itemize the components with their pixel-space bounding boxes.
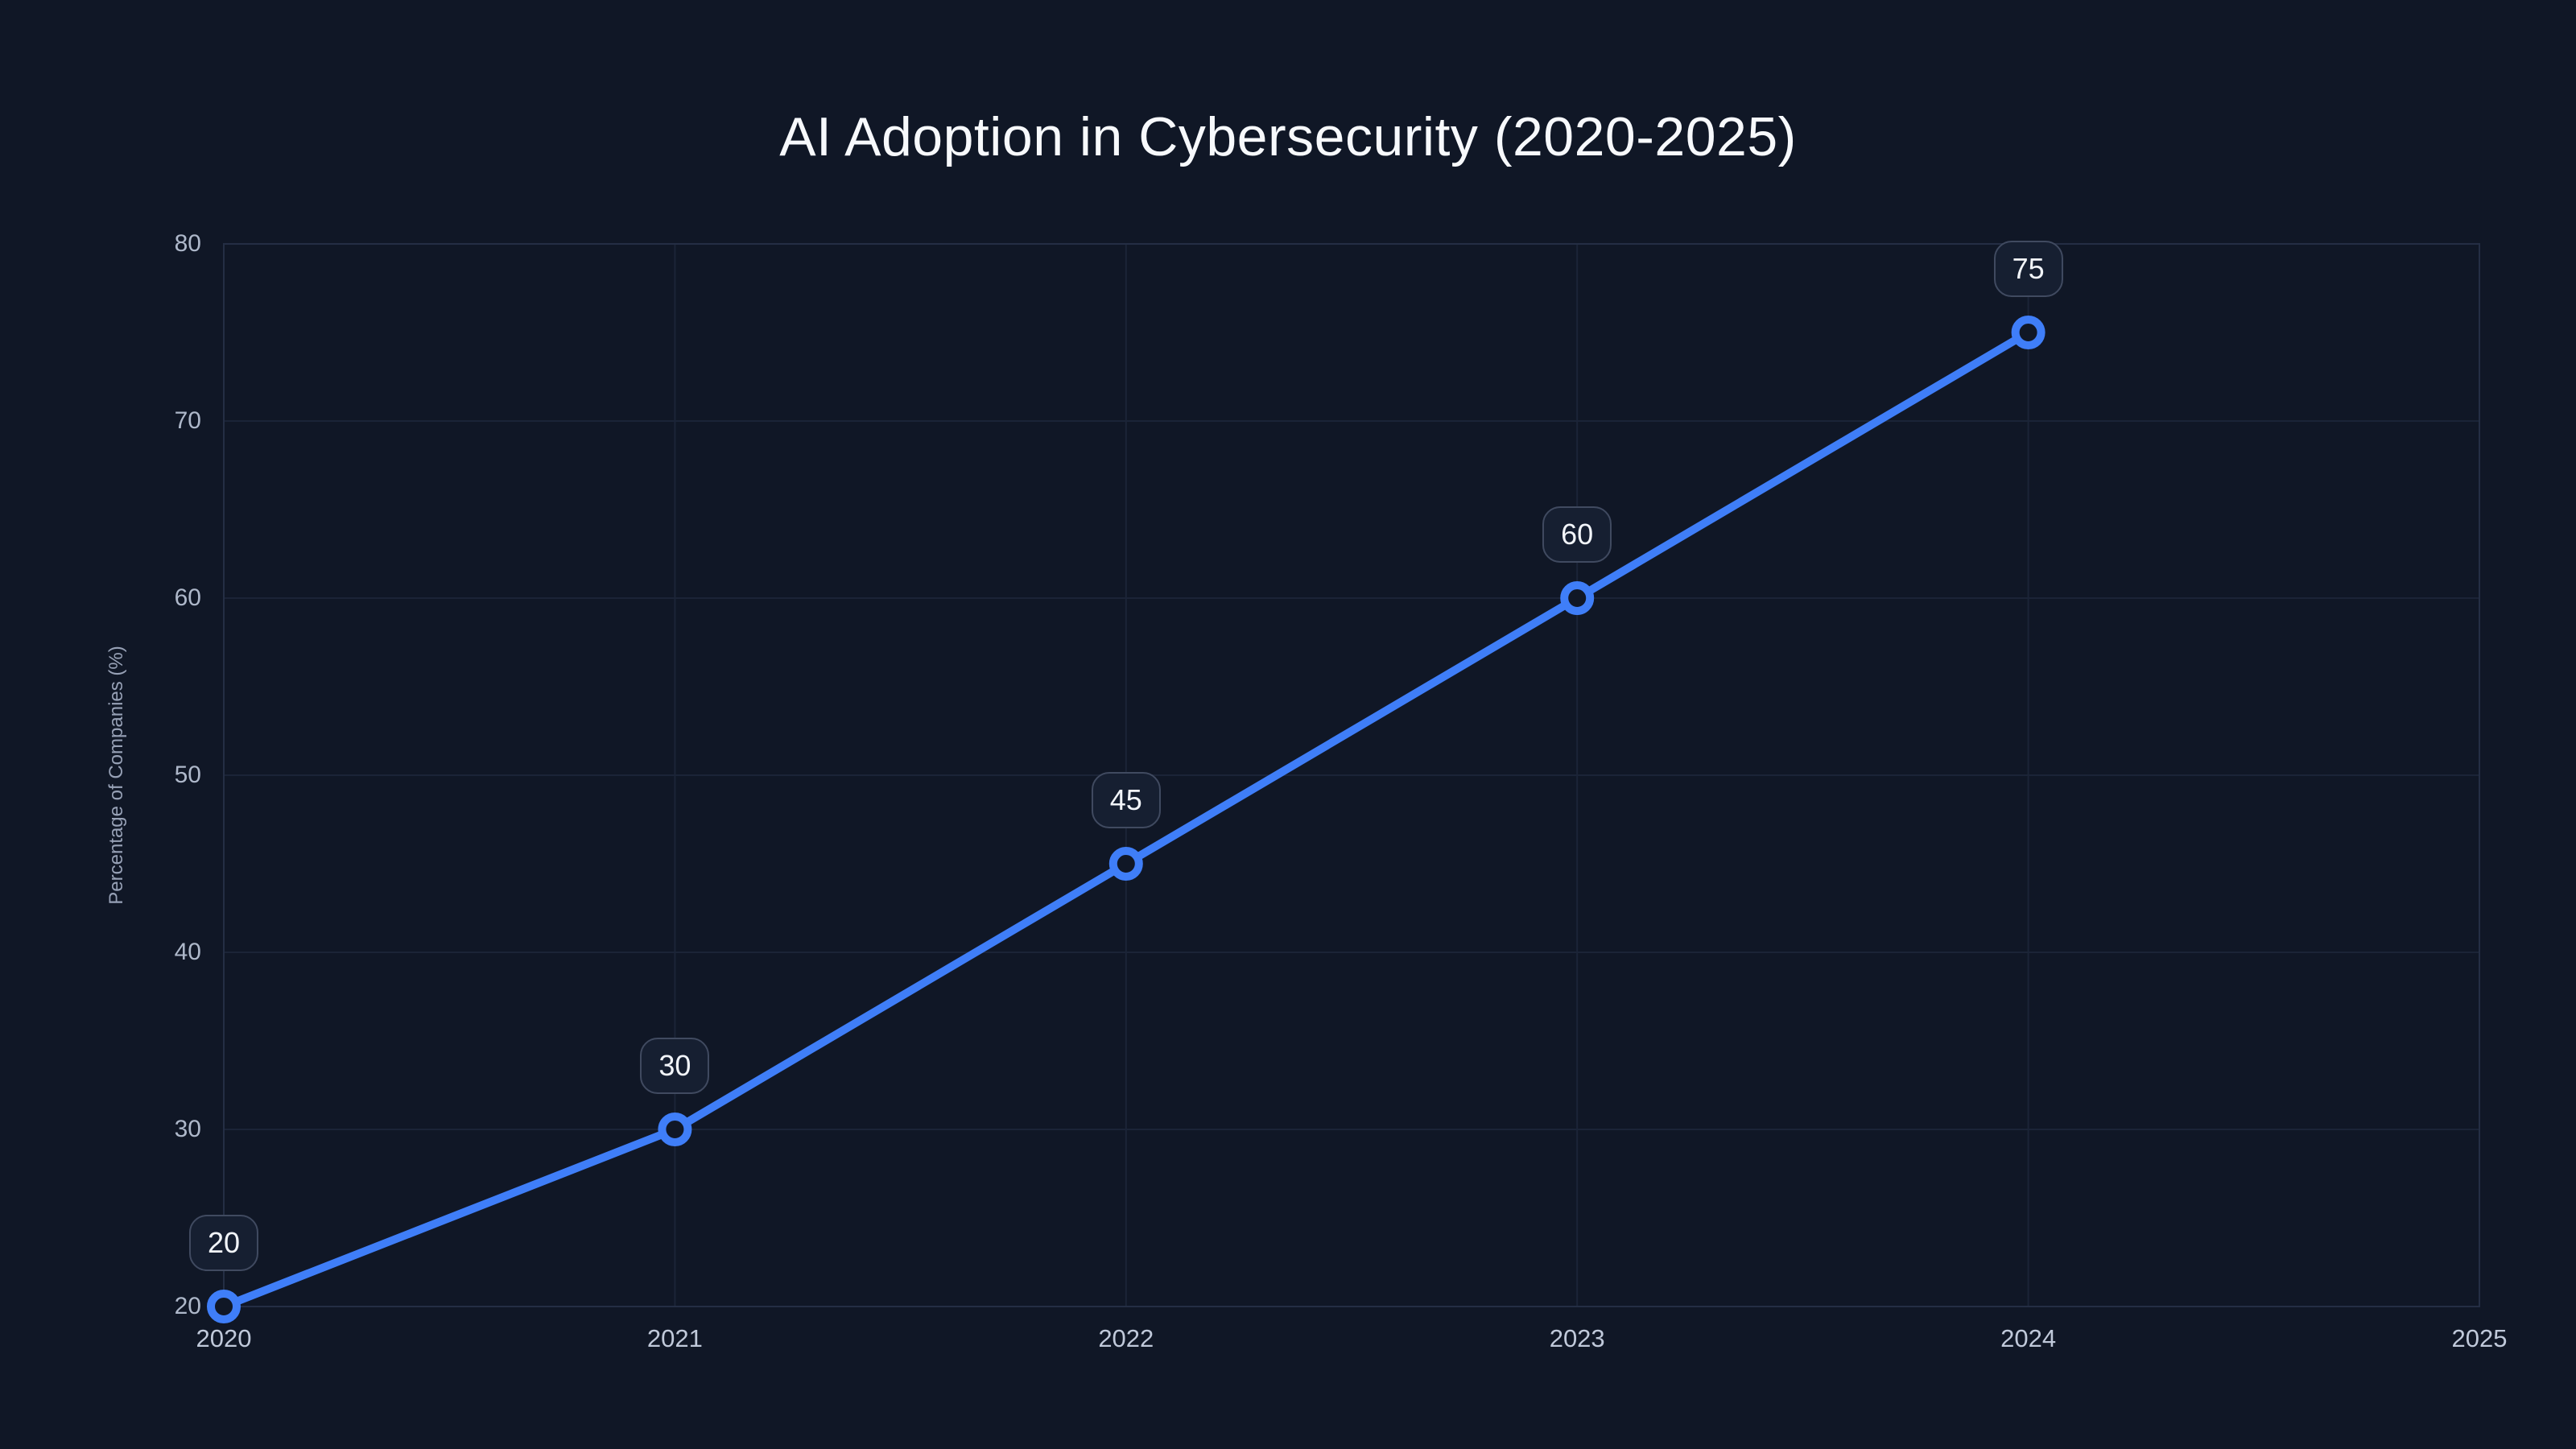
- y-tick-label: 30: [174, 1116, 201, 1142]
- data-point-marker: [2011, 316, 2046, 349]
- data-point-label: 20: [188, 1215, 259, 1271]
- chart-title: AI Adoption in Cybersecurity (2020-2025): [779, 106, 1797, 167]
- y-tick-label: 50: [174, 762, 201, 788]
- x-tick-label: 2025: [2451, 1324, 2508, 1352]
- data-point-marker: [1560, 581, 1595, 615]
- y-tick-label: 80: [174, 230, 201, 257]
- y-tick-label: 20: [174, 1293, 201, 1319]
- data-point-marker: [658, 1113, 692, 1146]
- x-tick-label: 2024: [2000, 1324, 2057, 1352]
- plot-border: [223, 243, 2480, 1307]
- data-point-label: 60: [1542, 506, 1612, 563]
- x-tick-label: 2021: [646, 1324, 703, 1352]
- y-tick-label: 60: [174, 584, 201, 611]
- x-tick-label: 2022: [1098, 1324, 1154, 1352]
- data-point-marker: [207, 1290, 241, 1323]
- x-tick-label: 2020: [196, 1324, 252, 1352]
- data-point-label: 75: [1993, 241, 2063, 297]
- data-point-label: 30: [640, 1038, 710, 1094]
- y-tick-label: 40: [174, 939, 201, 965]
- x-tick-label: 2023: [1549, 1324, 1605, 1352]
- data-point-marker: [1108, 847, 1143, 881]
- data-point-label: 45: [1091, 772, 1161, 828]
- y-tick-label: 70: [174, 407, 201, 434]
